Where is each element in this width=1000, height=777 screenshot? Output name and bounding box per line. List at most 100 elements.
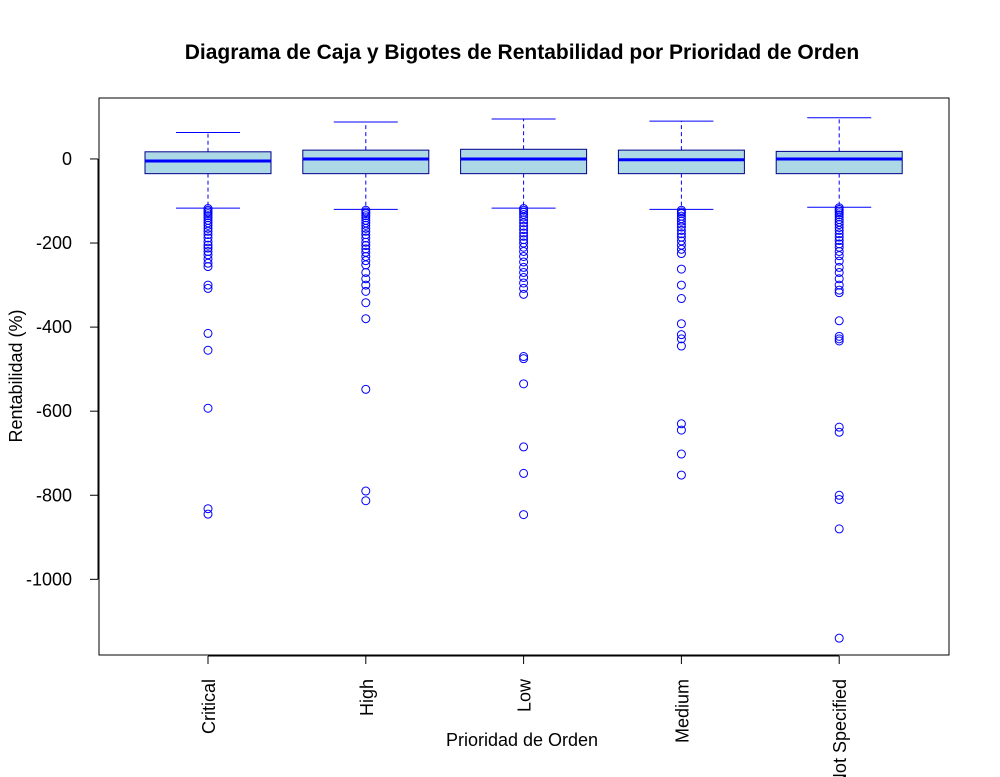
outlier-point — [834, 208, 844, 218]
outlier-point — [361, 274, 371, 284]
outlier-point — [519, 273, 529, 283]
x-axis: Critical High Low Medium Not Specified — [199, 655, 850, 777]
outlier-point — [361, 226, 371, 236]
outlier-point — [834, 274, 844, 284]
x-tick-label: Critical — [199, 679, 219, 734]
outlier-point — [676, 229, 686, 239]
outlier-point — [676, 419, 686, 429]
outlier-point — [519, 289, 529, 299]
outlier-point — [519, 246, 529, 256]
plot-frame — [98, 97, 950, 656]
outlier-point — [361, 496, 371, 506]
outlier-point — [834, 262, 844, 272]
outlier-point — [676, 334, 686, 344]
outlier-point — [834, 222, 844, 232]
box-group — [617, 120, 745, 480]
outlier-point — [203, 233, 213, 243]
outlier-point — [834, 246, 844, 256]
outlier-point — [361, 314, 371, 324]
outlier-point — [834, 220, 844, 230]
outlier-point — [676, 470, 686, 480]
outlier-point — [361, 237, 371, 247]
outlier-point — [834, 331, 844, 341]
outlier-point — [203, 504, 213, 514]
x-tick-label: Low — [515, 678, 535, 712]
outlier-point — [834, 633, 844, 643]
iqr-box — [775, 150, 903, 175]
outlier-point — [361, 220, 371, 230]
outlier-point — [519, 242, 529, 252]
y-tick-label: 0 — [62, 149, 72, 169]
outlier-point — [203, 240, 213, 250]
outlier-point — [203, 211, 213, 221]
outlier-point — [519, 215, 529, 225]
outlier-point — [519, 251, 529, 261]
outlier-point — [519, 442, 529, 452]
outlier-point — [203, 403, 213, 413]
outlier-point — [834, 210, 844, 220]
outlier-point — [203, 230, 213, 240]
outlier-point — [834, 334, 844, 344]
outlier-point — [203, 328, 213, 338]
outlier-point — [519, 212, 529, 222]
outlier-point — [834, 251, 844, 261]
box-group — [775, 117, 903, 643]
outlier-point — [361, 241, 371, 251]
box-group — [302, 121, 430, 506]
outlier-point — [361, 298, 371, 308]
outlier-point — [519, 228, 529, 238]
outlier-point — [834, 288, 844, 298]
outlier-point — [834, 225, 844, 235]
outlier-point — [203, 262, 213, 272]
y-axis-label: Rentabilidad (%) — [6, 309, 26, 442]
x-tick-label: Medium — [672, 679, 692, 743]
outlier-point — [519, 221, 529, 231]
outlier-point — [519, 283, 529, 293]
outlier-point — [203, 223, 213, 233]
outlier-point — [361, 280, 371, 290]
outlier-point — [834, 229, 844, 239]
outlier-point — [361, 286, 371, 296]
box-group — [144, 131, 272, 519]
outlier-point — [361, 211, 371, 221]
iqr-box — [617, 149, 745, 175]
outlier-point — [676, 280, 686, 290]
y-tick-label: -600 — [36, 401, 72, 421]
outlier-point — [676, 341, 686, 351]
outlier-point — [519, 218, 529, 228]
outlier-point — [834, 236, 844, 246]
outlier-point — [676, 219, 686, 229]
x-axis-label: Prioridad de Orden — [446, 730, 598, 750]
outlier-point — [203, 237, 213, 247]
outlier-point — [361, 267, 371, 277]
outlier-point — [519, 354, 529, 364]
y-tick-label: -1000 — [26, 569, 72, 589]
outlier-point — [203, 345, 213, 355]
outlier-point — [203, 220, 213, 230]
outlier-point — [834, 285, 844, 295]
outlier-point — [519, 278, 529, 288]
outlier-point — [834, 494, 844, 504]
y-tick-label: -800 — [36, 485, 72, 505]
outlier-point — [676, 264, 686, 274]
outlier-point — [519, 267, 529, 277]
outlier-point — [361, 256, 371, 266]
outlier-point — [834, 256, 844, 266]
outlier-point — [676, 319, 686, 329]
outlier-point — [834, 422, 844, 432]
outlier-point — [519, 352, 529, 362]
outlier-point — [519, 262, 529, 272]
x-tick-label: Not Specified — [830, 679, 850, 777]
boxes-layer — [144, 117, 903, 643]
outlier-point — [834, 490, 844, 500]
x-tick-label: High — [357, 679, 377, 716]
outlier-point — [676, 222, 686, 232]
outlier-point — [834, 427, 844, 437]
iqr-box — [144, 151, 272, 175]
outlier-point — [676, 425, 686, 435]
outlier-point — [676, 449, 686, 459]
outlier-point — [676, 225, 686, 235]
box-group — [460, 118, 588, 520]
outlier-point — [203, 283, 213, 293]
